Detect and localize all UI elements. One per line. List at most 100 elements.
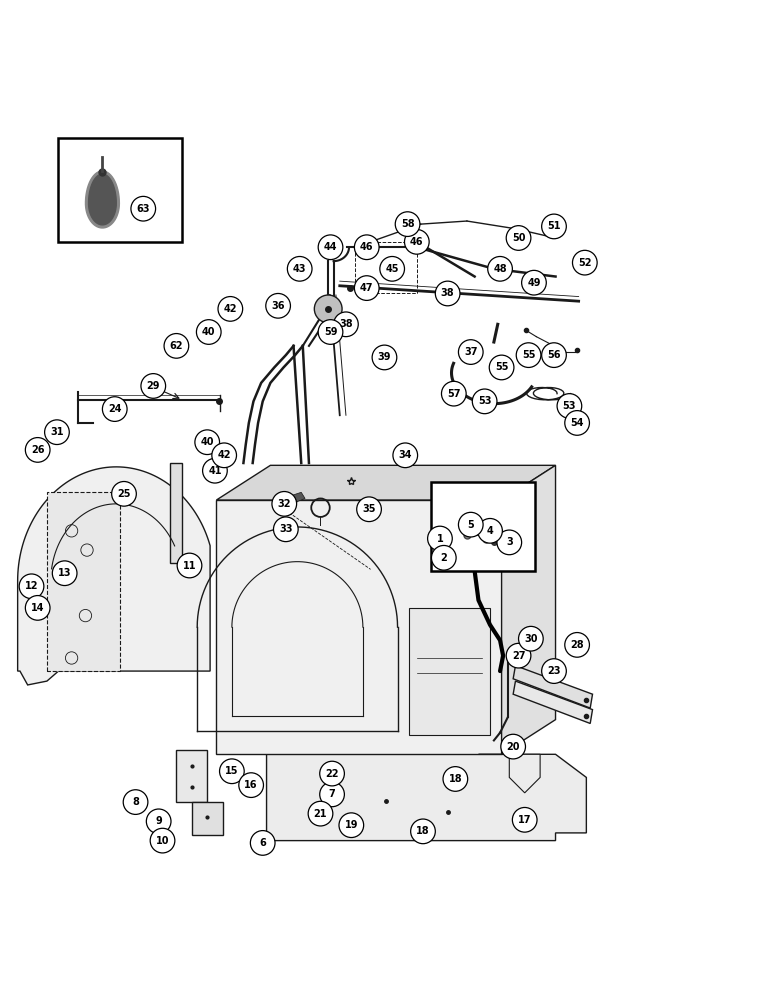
Circle shape bbox=[435, 281, 460, 306]
Circle shape bbox=[25, 596, 50, 620]
Text: 7: 7 bbox=[329, 789, 335, 799]
Text: 14: 14 bbox=[31, 603, 45, 613]
Text: 2: 2 bbox=[440, 553, 447, 563]
Polygon shape bbox=[290, 492, 305, 502]
Circle shape bbox=[164, 334, 188, 358]
Circle shape bbox=[202, 458, 227, 483]
Text: 35: 35 bbox=[362, 504, 376, 514]
Circle shape bbox=[506, 643, 531, 668]
Circle shape bbox=[320, 761, 344, 786]
Text: 53: 53 bbox=[478, 396, 492, 406]
Text: 18: 18 bbox=[416, 826, 430, 836]
Text: 4: 4 bbox=[486, 526, 493, 536]
Text: 9: 9 bbox=[155, 816, 162, 826]
Text: 40: 40 bbox=[202, 327, 215, 337]
Text: 36: 36 bbox=[272, 301, 285, 311]
Circle shape bbox=[372, 345, 397, 370]
Text: 38: 38 bbox=[339, 319, 353, 329]
Polygon shape bbox=[475, 500, 502, 519]
Text: 26: 26 bbox=[31, 445, 45, 455]
Circle shape bbox=[573, 250, 598, 275]
Text: 18: 18 bbox=[449, 774, 462, 784]
Circle shape bbox=[522, 270, 547, 295]
Circle shape bbox=[124, 790, 148, 814]
Polygon shape bbox=[409, 608, 490, 735]
Circle shape bbox=[196, 320, 221, 344]
Circle shape bbox=[141, 374, 166, 398]
Text: 33: 33 bbox=[279, 524, 293, 534]
Text: 12: 12 bbox=[25, 581, 39, 591]
Text: 55: 55 bbox=[522, 350, 535, 360]
Circle shape bbox=[218, 297, 242, 321]
Circle shape bbox=[19, 574, 44, 599]
Circle shape bbox=[501, 734, 526, 759]
Polygon shape bbox=[18, 467, 210, 685]
Circle shape bbox=[45, 420, 69, 445]
Text: 43: 43 bbox=[293, 264, 306, 274]
Circle shape bbox=[272, 492, 296, 516]
Circle shape bbox=[542, 214, 567, 239]
Text: 11: 11 bbox=[183, 561, 196, 571]
Text: 13: 13 bbox=[58, 568, 71, 578]
Text: 28: 28 bbox=[571, 640, 584, 650]
Circle shape bbox=[459, 340, 483, 364]
Text: 54: 54 bbox=[571, 418, 584, 428]
Text: 47: 47 bbox=[360, 283, 374, 293]
Circle shape bbox=[239, 773, 263, 797]
Text: 27: 27 bbox=[512, 651, 525, 661]
Circle shape bbox=[151, 828, 174, 853]
Circle shape bbox=[432, 545, 456, 570]
Circle shape bbox=[542, 659, 567, 683]
Text: 10: 10 bbox=[156, 836, 169, 846]
Circle shape bbox=[314, 295, 342, 323]
Circle shape bbox=[219, 759, 244, 784]
Text: 1: 1 bbox=[437, 534, 443, 544]
Circle shape bbox=[112, 482, 137, 506]
Text: 41: 41 bbox=[208, 466, 222, 476]
Polygon shape bbox=[89, 174, 117, 225]
Text: 24: 24 bbox=[108, 404, 121, 414]
Circle shape bbox=[25, 438, 50, 462]
Circle shape bbox=[357, 497, 381, 522]
Circle shape bbox=[147, 809, 171, 834]
Circle shape bbox=[516, 343, 541, 367]
Text: 23: 23 bbox=[547, 666, 560, 676]
Text: 56: 56 bbox=[547, 350, 560, 360]
Text: 25: 25 bbox=[117, 489, 130, 499]
Text: 8: 8 bbox=[132, 797, 139, 807]
Text: 59: 59 bbox=[323, 327, 337, 337]
Polygon shape bbox=[479, 754, 540, 793]
Text: 57: 57 bbox=[447, 389, 461, 399]
Polygon shape bbox=[513, 681, 593, 723]
Polygon shape bbox=[86, 171, 120, 228]
Circle shape bbox=[443, 767, 468, 791]
FancyBboxPatch shape bbox=[431, 482, 535, 571]
Text: 48: 48 bbox=[493, 264, 507, 274]
Polygon shape bbox=[171, 463, 181, 563]
Text: 46: 46 bbox=[410, 237, 424, 247]
Text: 6: 6 bbox=[259, 838, 266, 848]
Text: 17: 17 bbox=[518, 815, 531, 825]
Circle shape bbox=[354, 235, 379, 260]
Polygon shape bbox=[216, 500, 502, 754]
Circle shape bbox=[411, 819, 435, 844]
Circle shape bbox=[497, 530, 522, 555]
Text: 29: 29 bbox=[147, 381, 160, 391]
Circle shape bbox=[266, 293, 290, 318]
Circle shape bbox=[250, 831, 275, 855]
Polygon shape bbox=[274, 496, 297, 513]
Circle shape bbox=[339, 813, 364, 838]
Text: 30: 30 bbox=[524, 634, 537, 644]
Text: 52: 52 bbox=[578, 258, 591, 268]
Text: 31: 31 bbox=[50, 427, 64, 437]
Circle shape bbox=[472, 389, 497, 414]
Circle shape bbox=[380, 256, 405, 281]
Text: 49: 49 bbox=[527, 278, 540, 288]
Text: 22: 22 bbox=[325, 769, 339, 779]
Circle shape bbox=[334, 312, 358, 337]
Circle shape bbox=[52, 561, 77, 586]
Polygon shape bbox=[216, 465, 556, 500]
Text: 20: 20 bbox=[506, 742, 520, 752]
Polygon shape bbox=[47, 492, 120, 671]
Text: 42: 42 bbox=[224, 304, 237, 314]
